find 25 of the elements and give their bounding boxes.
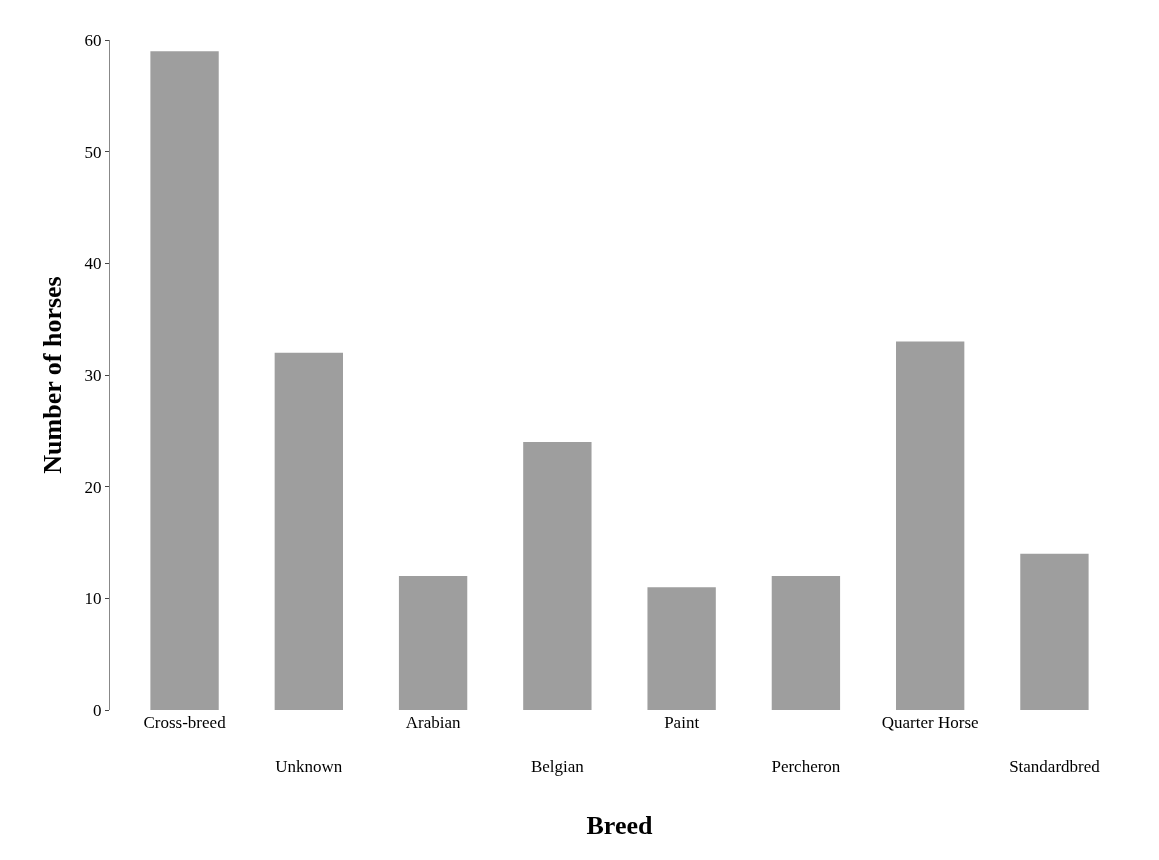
x-tick-label: Cross-breed xyxy=(143,713,227,732)
bar xyxy=(150,51,219,710)
y-tick-label: 30 xyxy=(84,365,102,385)
x-tick-label: Percheron xyxy=(771,757,841,777)
bar xyxy=(274,352,343,710)
x-tick-label: Belgian xyxy=(530,757,585,777)
bar xyxy=(771,576,841,710)
x-tick-label: Paint xyxy=(664,713,700,732)
y-tick-label: 40 xyxy=(84,254,102,274)
y-tick-label: 20 xyxy=(84,477,102,497)
y-tick-label: 10 xyxy=(84,589,102,609)
y-tick-label: 50 xyxy=(84,142,102,162)
bar xyxy=(896,341,965,710)
bar xyxy=(523,442,592,710)
x-tick-label: Arabian xyxy=(405,713,461,732)
bar xyxy=(647,587,716,710)
y-axis-title: Number of horses xyxy=(38,276,67,474)
bar xyxy=(398,576,468,710)
x-tick-label: Standardbred xyxy=(1009,757,1101,777)
x-tick-label: Quarter Horse xyxy=(881,713,979,732)
x-tick-label: Unknown xyxy=(275,757,343,777)
bar xyxy=(1020,553,1089,710)
x-axis-title: Breed xyxy=(586,810,654,840)
y-tick-label: 0 xyxy=(93,700,102,720)
y-tick-label: 60 xyxy=(84,30,102,50)
